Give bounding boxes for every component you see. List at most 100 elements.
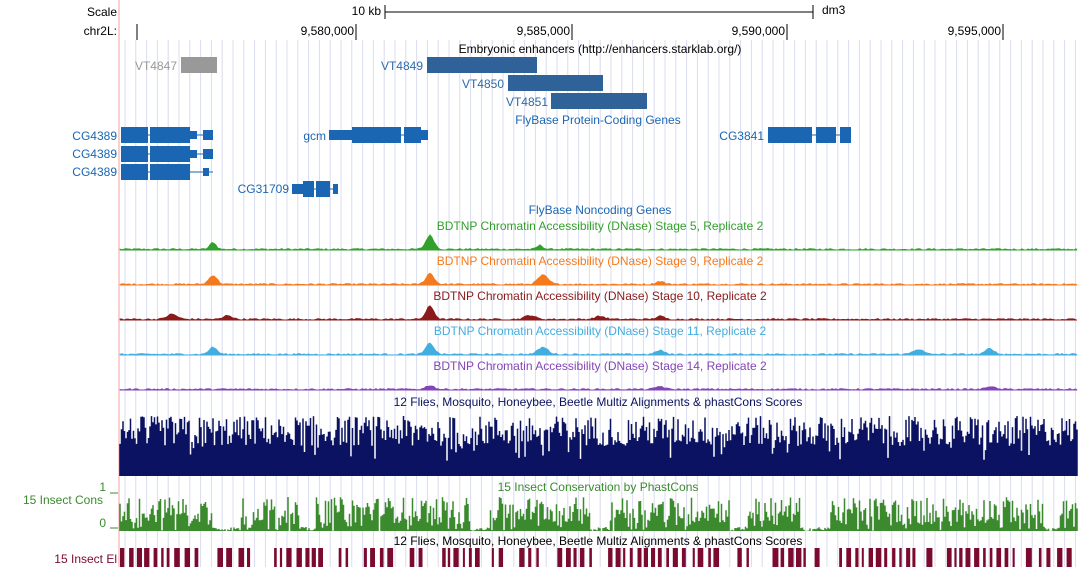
coding-track-title[interactable]: FlyBase Protein-Coding Genes xyxy=(515,113,680,127)
conserved-element xyxy=(194,548,199,567)
conserved-element xyxy=(129,548,134,567)
conserved-element xyxy=(166,548,170,567)
tick-label: 9,580,000 xyxy=(301,24,355,38)
conserved-element xyxy=(974,548,980,567)
conserved-element xyxy=(780,548,785,567)
conserved-element xyxy=(954,548,957,567)
scale-bar xyxy=(384,5,814,19)
conserved-element xyxy=(468,548,472,567)
dnase-track-title[interactable]: BDTNP Chromatin Accessibility (DNase) St… xyxy=(434,324,767,338)
conserved-element xyxy=(442,548,446,567)
elements-track-title[interactable]: 12 Flies, Mosquito, Honeybee, Beetle Mul… xyxy=(394,534,803,548)
conserved-element xyxy=(965,548,971,567)
cons-signal[interactable] xyxy=(119,497,1078,531)
dnase-track-title[interactable]: BDTNP Chromatin Accessibility (DNase) St… xyxy=(437,219,764,233)
cg4389-exon xyxy=(190,150,197,158)
elements-side-label[interactable]: 15 Insect El xyxy=(54,552,117,566)
conserved-element xyxy=(814,548,820,567)
conserved-element xyxy=(643,548,648,567)
conserved-element xyxy=(772,548,779,567)
conserved-element xyxy=(566,548,571,567)
tick-label: 9,585,000 xyxy=(517,24,571,38)
dnase-track-title[interactable]: BDTNP Chromatin Accessibility (DNase) St… xyxy=(437,254,764,268)
cg4389-exon xyxy=(121,127,148,143)
conserved-element xyxy=(274,548,277,567)
conserved-element xyxy=(788,548,794,567)
gene-models[interactable] xyxy=(121,127,851,197)
conserved-element xyxy=(884,548,888,567)
conserved-element xyxy=(692,548,695,567)
dnase-signal-stage xyxy=(119,305,1078,321)
cons-axis-ticks xyxy=(110,492,118,529)
conserved-element xyxy=(247,548,251,567)
cg3841-exon xyxy=(768,127,812,143)
cg4389-exon xyxy=(150,164,190,180)
conserved-element xyxy=(573,548,577,567)
conserved-element xyxy=(144,548,150,567)
conserved-element xyxy=(345,548,349,567)
cg4389-exon xyxy=(121,146,148,162)
conserved-element xyxy=(608,548,613,567)
enhancer-label[interactable]: VT4850 xyxy=(462,77,504,91)
conserved-element xyxy=(803,548,806,567)
conserved-element xyxy=(1025,548,1032,567)
cg31709-exon xyxy=(316,181,330,197)
conserved-element xyxy=(557,548,563,567)
enhancer-feature[interactable] xyxy=(427,57,537,73)
conserved-element xyxy=(296,548,302,567)
conserved-element xyxy=(161,548,164,567)
conserved-element xyxy=(120,548,125,567)
gene-label[interactable]: CG4389 xyxy=(72,165,117,179)
dnase-signals[interactable] xyxy=(119,234,1078,391)
conserved-element xyxy=(491,548,494,567)
multiz-track-title[interactable]: 12 Flies, Mosquito, Honeybee, Beetle Mul… xyxy=(394,395,803,409)
gene-label[interactable]: CG4389 xyxy=(72,147,117,161)
cg4389-exon xyxy=(190,131,197,139)
conserved-element xyxy=(475,548,480,567)
enhancer-label[interactable]: VT4849 xyxy=(381,59,423,73)
conserved-element xyxy=(708,548,711,567)
enhancer-feature[interactable] xyxy=(551,93,647,109)
gene-label[interactable]: gcm xyxy=(303,129,326,143)
cons-side-label[interactable]: 15 Insect Cons xyxy=(23,493,103,507)
conserved-element xyxy=(892,548,896,567)
conserved-element xyxy=(615,548,621,567)
enhancer-label[interactable]: VT4851 xyxy=(506,95,548,109)
conserved-element xyxy=(238,548,245,567)
conserved-element xyxy=(846,548,852,567)
conserved-element xyxy=(379,548,384,567)
gene-label[interactable]: CG3841 xyxy=(719,129,764,143)
conserved-element xyxy=(875,548,882,567)
conserved-element xyxy=(528,548,532,567)
conserved-element xyxy=(184,548,190,567)
dnase-signal-stage xyxy=(119,234,1078,251)
noncoding-track-title[interactable]: FlyBase Noncoding Genes xyxy=(529,203,672,217)
enhancer-label[interactable]: VT4847 xyxy=(135,59,177,73)
enhancer-feature[interactable] xyxy=(508,75,603,91)
dnase-signal-stage xyxy=(119,385,1078,391)
conserved-element xyxy=(1012,548,1015,567)
elements-blocks[interactable] xyxy=(120,548,1072,567)
conserved-element xyxy=(713,548,719,567)
gene-label[interactable]: CG31709 xyxy=(238,182,290,196)
gene-label[interactable]: CG4389 xyxy=(72,129,117,143)
dnase-track-title[interactable]: BDTNP Chromatin Accessibility (DNase) St… xyxy=(433,359,767,373)
conserved-element xyxy=(286,548,292,567)
cg31709-exon xyxy=(333,184,338,194)
dnase-track-title[interactable]: BDTNP Chromatin Accessibility (DNase) St… xyxy=(433,289,767,303)
conserved-element xyxy=(311,548,316,567)
cons-track-title[interactable]: 15 Insect Conservation by PhastCons xyxy=(498,480,699,494)
enhancers-track-title[interactable]: Embryonic enhancers (http://enhancers.st… xyxy=(459,42,742,56)
dnase-signal-stage xyxy=(119,272,1078,286)
conserved-element xyxy=(1046,548,1051,567)
multiz-signal[interactable] xyxy=(119,416,1078,476)
conserved-element xyxy=(305,548,310,567)
enhancer-feature[interactable] xyxy=(181,57,217,73)
cg3841-exon xyxy=(816,127,836,143)
conserved-element xyxy=(338,548,342,567)
conserved-element xyxy=(387,548,394,567)
conserved-element xyxy=(737,548,742,567)
conserved-element xyxy=(579,548,585,567)
conserved-element xyxy=(855,548,859,567)
